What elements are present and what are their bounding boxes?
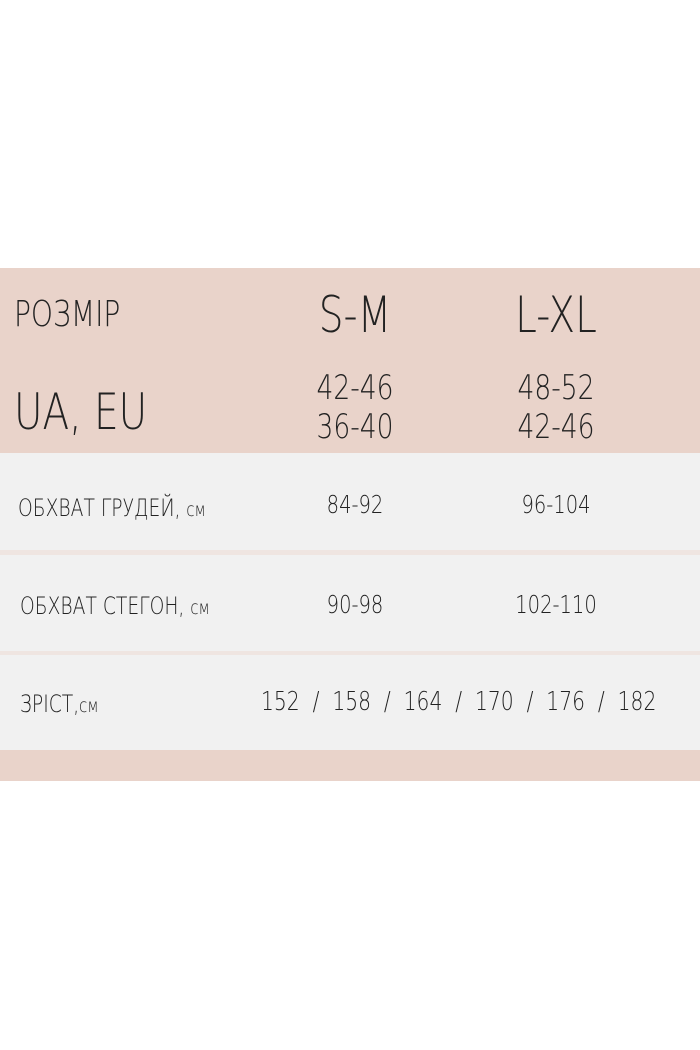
divider (0, 651, 700, 655)
row-height (0, 655, 700, 750)
size-name-lxl: L-XL (515, 286, 597, 344)
hips-lxl: 102-110 (515, 590, 597, 619)
hips-label: ОБХВАТ СТЕГОН, см (20, 592, 210, 620)
eu-size-sm: 36-40 (316, 407, 394, 447)
hips-sm: 90-98 (326, 590, 384, 619)
height-values: 152 / 158 / 164 / 170 / 176 / 182 (261, 687, 657, 717)
chest-lxl: 96-104 (521, 490, 591, 519)
footer-band (0, 750, 700, 781)
size-name-sm: S-M (318, 286, 392, 344)
eu-size-lxl: 42-46 (517, 407, 595, 447)
size-label: РОЗМІР (14, 294, 121, 335)
chest-sm: 84-92 (326, 490, 384, 519)
header-band (0, 268, 700, 453)
row-chest (0, 453, 700, 550)
ua-size-sm: 42-46 (316, 368, 394, 408)
ua-size-lxl: 48-52 (517, 368, 595, 408)
region-label: UA, EU (14, 383, 148, 441)
row-hips (0, 555, 700, 651)
chest-label: ОБХВАТ ГРУДЕЙ, см (18, 494, 206, 522)
divider (0, 550, 700, 555)
height-label: ЗРІСТ,см (20, 690, 99, 718)
